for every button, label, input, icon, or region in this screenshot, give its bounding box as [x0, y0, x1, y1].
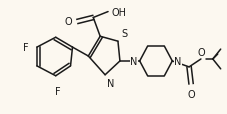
Text: O: O [65, 17, 72, 27]
Text: O: O [186, 89, 194, 99]
Text: N: N [173, 56, 181, 66]
Text: N: N [130, 56, 137, 66]
Text: OH: OH [111, 8, 126, 17]
Text: S: S [120, 29, 126, 39]
Text: O: O [196, 48, 204, 57]
Text: F: F [55, 86, 60, 96]
Text: F: F [23, 43, 29, 53]
Text: N: N [107, 78, 114, 88]
